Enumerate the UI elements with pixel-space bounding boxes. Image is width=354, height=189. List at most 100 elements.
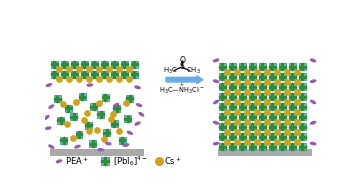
Polygon shape — [279, 73, 286, 80]
Text: Cs$^+$: Cs$^+$ — [165, 155, 182, 167]
Polygon shape — [71, 71, 78, 78]
Ellipse shape — [113, 103, 119, 107]
Polygon shape — [249, 83, 256, 90]
Ellipse shape — [127, 131, 133, 135]
Polygon shape — [269, 133, 276, 140]
Ellipse shape — [310, 100, 316, 104]
Polygon shape — [269, 123, 276, 130]
Ellipse shape — [213, 58, 219, 62]
Polygon shape — [219, 123, 226, 130]
Polygon shape — [124, 115, 131, 122]
Polygon shape — [289, 103, 296, 110]
Ellipse shape — [56, 159, 62, 163]
Polygon shape — [65, 105, 72, 112]
Ellipse shape — [105, 142, 112, 145]
Polygon shape — [51, 61, 58, 68]
Polygon shape — [101, 61, 108, 68]
Text: S: S — [179, 62, 184, 71]
Polygon shape — [289, 73, 296, 80]
Bar — [218, 149, 312, 156]
Polygon shape — [279, 143, 286, 150]
Polygon shape — [239, 133, 246, 140]
Ellipse shape — [134, 85, 141, 89]
Ellipse shape — [310, 121, 316, 125]
Polygon shape — [279, 103, 286, 110]
Polygon shape — [249, 103, 256, 110]
Polygon shape — [61, 71, 68, 78]
Ellipse shape — [134, 121, 141, 126]
Polygon shape — [229, 93, 236, 100]
Text: H$_3$C—$\rm\overset{+}{N}$H$_3$Cl$^-$: H$_3$C—$\rm\overset{+}{N}$H$_3$Cl$^-$ — [159, 81, 204, 96]
Polygon shape — [259, 103, 266, 110]
Polygon shape — [249, 123, 256, 130]
Polygon shape — [289, 133, 296, 140]
Ellipse shape — [48, 144, 55, 149]
Polygon shape — [219, 93, 226, 100]
Ellipse shape — [310, 79, 316, 83]
Polygon shape — [54, 95, 61, 102]
Polygon shape — [299, 83, 306, 90]
Polygon shape — [239, 93, 246, 100]
Polygon shape — [289, 123, 296, 130]
Polygon shape — [279, 83, 286, 90]
Polygon shape — [79, 93, 86, 100]
Polygon shape — [249, 73, 256, 80]
Polygon shape — [229, 103, 236, 110]
Polygon shape — [259, 143, 266, 150]
Polygon shape — [239, 73, 246, 80]
Polygon shape — [269, 143, 276, 150]
Polygon shape — [131, 61, 138, 68]
Ellipse shape — [86, 83, 93, 87]
Polygon shape — [229, 83, 236, 90]
Polygon shape — [279, 93, 286, 100]
Ellipse shape — [138, 112, 144, 117]
Polygon shape — [71, 61, 78, 68]
Polygon shape — [299, 93, 306, 100]
Polygon shape — [113, 105, 120, 112]
Text: CH$_3$: CH$_3$ — [185, 66, 200, 76]
Text: [PbI$_6$]$^{4-}$: [PbI$_6$]$^{4-}$ — [113, 154, 148, 168]
Polygon shape — [239, 83, 246, 90]
Polygon shape — [219, 103, 226, 110]
Polygon shape — [85, 122, 92, 129]
Bar — [50, 149, 144, 156]
Polygon shape — [269, 63, 276, 70]
Polygon shape — [259, 133, 266, 140]
Ellipse shape — [44, 115, 50, 120]
Polygon shape — [239, 113, 246, 120]
Polygon shape — [119, 137, 126, 144]
Polygon shape — [279, 63, 286, 70]
Polygon shape — [299, 123, 306, 130]
Polygon shape — [91, 61, 98, 68]
Polygon shape — [299, 133, 306, 140]
Polygon shape — [289, 113, 296, 120]
Polygon shape — [91, 71, 98, 78]
Polygon shape — [81, 61, 88, 68]
Polygon shape — [61, 61, 68, 68]
Ellipse shape — [310, 142, 316, 145]
Text: PEA$^+$: PEA$^+$ — [65, 155, 89, 167]
Polygon shape — [90, 103, 97, 110]
Polygon shape — [219, 83, 226, 90]
Polygon shape — [299, 143, 306, 150]
Polygon shape — [229, 113, 236, 120]
Polygon shape — [70, 113, 77, 120]
Polygon shape — [249, 143, 256, 150]
Polygon shape — [269, 113, 276, 120]
Polygon shape — [299, 103, 306, 110]
Polygon shape — [289, 63, 296, 70]
Polygon shape — [259, 73, 266, 80]
Polygon shape — [259, 93, 266, 100]
Polygon shape — [219, 113, 226, 120]
Ellipse shape — [213, 121, 219, 125]
Polygon shape — [289, 93, 296, 100]
Polygon shape — [229, 63, 236, 70]
Polygon shape — [219, 143, 226, 150]
Polygon shape — [75, 131, 82, 138]
Polygon shape — [239, 123, 246, 130]
Text: O: O — [179, 56, 185, 65]
Polygon shape — [111, 61, 118, 68]
Polygon shape — [60, 137, 67, 144]
Polygon shape — [229, 133, 236, 140]
Ellipse shape — [122, 143, 129, 147]
